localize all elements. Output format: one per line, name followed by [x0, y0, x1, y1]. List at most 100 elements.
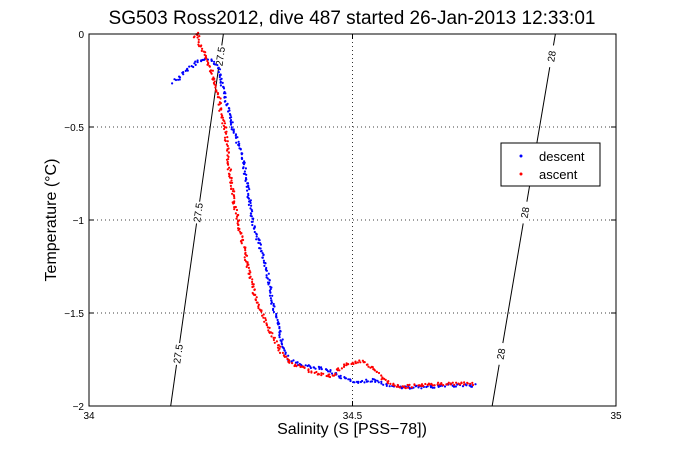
ascent-point	[241, 235, 244, 238]
ascent-point	[229, 169, 232, 172]
descent-point	[269, 285, 272, 288]
ascent-point	[197, 38, 200, 41]
descent-point	[188, 65, 191, 68]
descent-series	[171, 57, 477, 390]
descent-point	[420, 387, 423, 390]
descent-point	[359, 380, 362, 384]
ascent-point	[257, 305, 260, 308]
density-contours: 27.5 27.5 27.5 28 28 28	[170, 33, 559, 407]
x-tick-label: 34	[83, 411, 95, 422]
contour-label-gap	[214, 44, 226, 68]
ascent-point	[413, 383, 416, 387]
descent-point	[287, 354, 290, 357]
ascent-point	[315, 370, 318, 374]
descent-point	[214, 63, 217, 66]
ascent-point	[228, 173, 231, 176]
descent-point	[251, 223, 254, 227]
ascent-point	[201, 47, 204, 50]
legend-ascent-marker	[519, 172, 523, 176]
ascent-point	[343, 363, 346, 366]
descent-point	[461, 385, 465, 388]
ascent-point	[227, 155, 230, 158]
ascent-point	[207, 62, 210, 65]
contour-label: 28	[496, 347, 509, 360]
ascent-point	[264, 317, 267, 320]
descent-point	[247, 184, 250, 187]
legend: descent ascent	[500, 142, 601, 187]
ascent-point	[223, 127, 226, 131]
descent-point	[278, 331, 281, 334]
ascent-point	[225, 158, 229, 161]
contour-label-gap	[172, 342, 184, 366]
descent-point	[452, 385, 456, 388]
descent-point	[246, 189, 249, 192]
descent-point	[171, 82, 174, 85]
ascent-point	[298, 364, 301, 367]
ascent-point	[265, 323, 268, 326]
ascent-point	[238, 219, 241, 222]
ascent-point	[356, 361, 359, 364]
ascent-point	[281, 351, 284, 354]
contour-label: 27.5	[172, 343, 186, 364]
ascent-point	[359, 361, 362, 364]
ascent-point	[325, 374, 328, 378]
ascent-point	[261, 314, 264, 317]
chart-title: SG503 Ross2012, dive 487 started 26-Jan-…	[109, 8, 596, 29]
descent-point	[227, 110, 230, 113]
ascent-point	[317, 373, 321, 376]
descent-point	[344, 377, 348, 380]
ascent-point	[372, 368, 375, 371]
ascent-point	[254, 293, 257, 296]
ascent-point	[269, 331, 272, 334]
ascent-point	[383, 377, 386, 380]
ascent-point	[225, 132, 228, 135]
ascent-point	[254, 298, 257, 301]
descent-point	[244, 167, 247, 170]
ascent-point	[313, 371, 316, 374]
descent-point	[265, 274, 268, 277]
ascent-point	[307, 368, 310, 371]
descent-point	[222, 92, 226, 95]
descent-point	[229, 114, 232, 117]
descent-point	[281, 338, 284, 341]
descent-point	[243, 172, 246, 175]
descent-point	[417, 386, 420, 389]
ascent-point	[192, 36, 195, 39]
descent-point	[282, 346, 285, 349]
ascent-point	[278, 351, 282, 354]
ascent-point	[449, 382, 452, 385]
ascent-point	[408, 383, 411, 386]
ascent-point	[240, 242, 243, 245]
ascent-point	[363, 361, 366, 364]
descent-point	[240, 153, 243, 156]
descent-point	[247, 197, 251, 200]
ascent-point	[451, 381, 454, 384]
ascent-point	[235, 217, 238, 220]
descent-point	[213, 60, 216, 63]
ascent-point	[253, 288, 256, 291]
ascent-point	[442, 384, 445, 387]
ascent-point	[198, 35, 201, 38]
ascent-point	[295, 365, 298, 368]
descent-point	[280, 340, 283, 343]
ascent-point	[206, 59, 209, 63]
grid	[89, 34, 616, 406]
descent-point	[264, 262, 267, 265]
descent-point	[182, 71, 185, 74]
descent-point	[284, 352, 287, 355]
descent-point	[269, 297, 272, 300]
ascent-point	[377, 371, 381, 375]
descent-point	[474, 383, 477, 386]
descent-point	[437, 385, 440, 388]
ascent-point	[212, 78, 215, 81]
ascent-point	[216, 96, 219, 99]
descent-point	[269, 291, 272, 294]
descent-point	[365, 378, 368, 381]
descent-point	[278, 327, 281, 330]
descent-point	[232, 131, 235, 134]
descent-point	[253, 230, 256, 234]
descent-point	[217, 67, 220, 70]
descent-point	[196, 59, 199, 62]
ascent-point	[446, 383, 449, 386]
descent-point	[304, 364, 307, 367]
